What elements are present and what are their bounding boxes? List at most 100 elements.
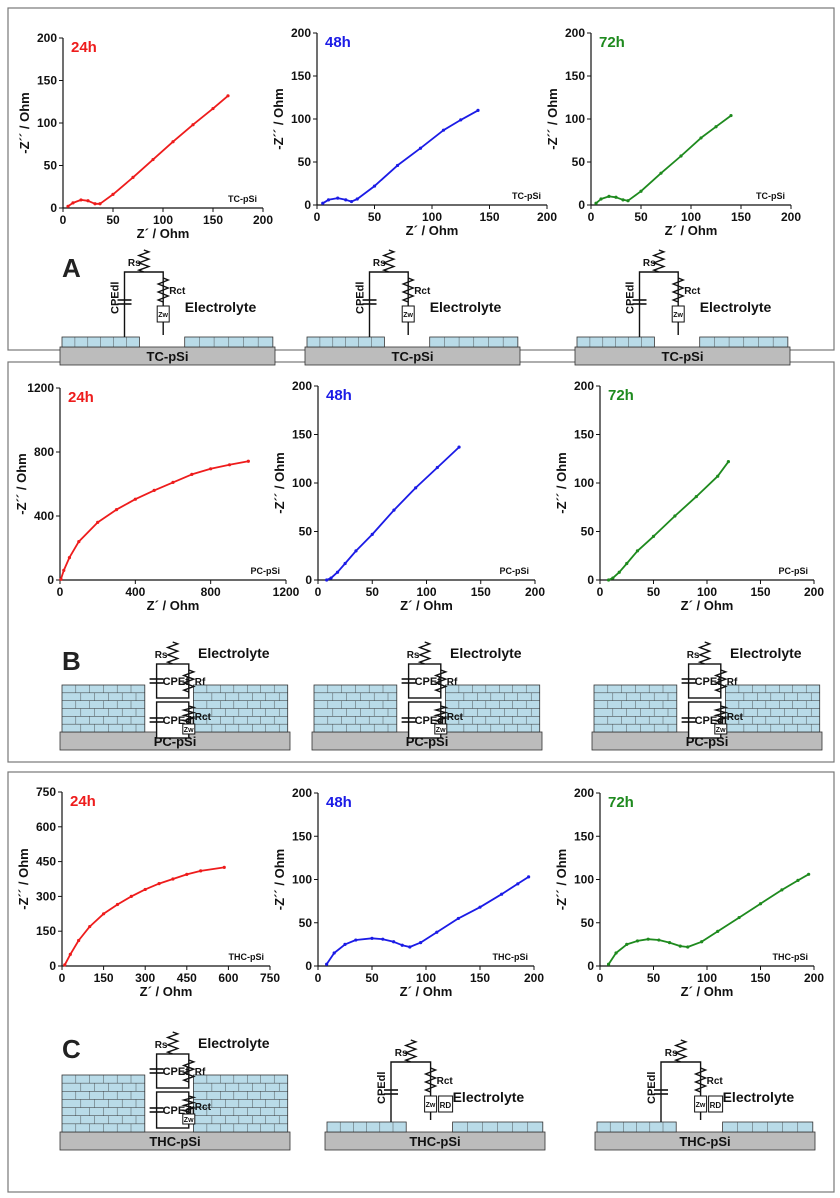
resistor-symbol — [417, 641, 432, 665]
silicon-substrate — [304, 346, 521, 366]
sample-label: PC-pSi — [250, 566, 280, 576]
resistor-symbol — [673, 1039, 688, 1063]
y-tick-label: 0 — [305, 573, 312, 587]
sample-label: THC-pSi — [493, 952, 529, 962]
data-point — [621, 198, 625, 202]
substrate-label: THC-pSi — [409, 1134, 460, 1149]
rct-label: Rct — [684, 286, 701, 297]
x-axis-title: Z´ / Ohm — [681, 598, 734, 613]
data-point — [381, 937, 385, 941]
data-point — [151, 157, 155, 162]
panel-label-c: C — [62, 1034, 81, 1064]
data-point — [171, 140, 175, 144]
x-axis-title: Z´ / Ohm — [147, 598, 200, 613]
x-tick-label: 100 — [422, 210, 442, 224]
data-point — [77, 540, 81, 544]
electrolyte-label: Electrolyte — [730, 645, 802, 661]
y-tick-label: 200 — [292, 786, 312, 800]
x-tick-label: 0 — [59, 971, 66, 985]
y-tick-label: 100 — [574, 873, 594, 887]
x-tick-label: 0 — [314, 210, 321, 224]
sample-label: THC-pSi — [229, 952, 265, 962]
data-point — [343, 942, 347, 946]
y-tick-label: 450 — [36, 855, 56, 869]
data-point — [625, 561, 629, 566]
data-point — [79, 198, 83, 202]
sample-label: TC-pSi — [756, 191, 785, 201]
data-point — [594, 201, 598, 205]
time-label: 48h — [326, 387, 352, 404]
electrolyte-label: Electrolyte — [185, 299, 257, 315]
x-tick-label: 150 — [750, 585, 770, 599]
resistor-symbol — [433, 669, 448, 693]
data-point — [400, 943, 404, 947]
x-axis-title: Z´ / Ohm — [400, 598, 453, 613]
x-tick-label: 200 — [253, 213, 273, 227]
x-tick-label: 100 — [416, 971, 436, 985]
data-point — [729, 113, 733, 118]
fit-line — [608, 461, 730, 581]
rct-label: Rct — [437, 1076, 454, 1087]
y-tick-label: 150 — [565, 69, 585, 83]
data-point — [326, 198, 331, 202]
y-tick-label: 150 — [574, 428, 594, 442]
data-point — [336, 196, 340, 200]
x-tick-label: 150 — [470, 971, 490, 985]
resistor-symbol — [181, 1095, 197, 1113]
zw-label: Zw — [158, 312, 168, 319]
y-tick-label: 200 — [291, 26, 311, 40]
resistor-symbol — [423, 1067, 438, 1093]
x-tick-label: 0 — [597, 971, 604, 985]
data-point — [190, 472, 194, 476]
data-point — [246, 459, 250, 463]
fit-line — [322, 109, 479, 205]
x-tick-label: 50 — [634, 210, 648, 224]
rs-label: Rs — [395, 1048, 408, 1059]
x-tick-label: 100 — [681, 210, 701, 224]
rd-label: RD — [710, 1101, 722, 1110]
data-point — [714, 125, 718, 129]
cpe-dl-label: CPEdl — [355, 282, 367, 314]
rct-label: Rct — [195, 1102, 212, 1113]
y-tick-label: 150 — [292, 428, 312, 442]
data-point — [325, 578, 329, 582]
x-tick-label: 0 — [315, 971, 322, 985]
rct-label: Rct — [195, 712, 212, 723]
data-point — [716, 929, 720, 934]
sample-label: TC-pSi — [512, 191, 541, 201]
resistor-symbol — [403, 1039, 418, 1063]
y-tick-label: 100 — [291, 112, 311, 126]
zw-box — [182, 723, 196, 735]
time-label: 24h — [68, 389, 94, 406]
x-tick-label: 300 — [135, 971, 155, 985]
y-tick-label: 50 — [581, 525, 595, 539]
data-point — [152, 488, 156, 492]
y-axis-title: -Z´´ / Ohm — [14, 453, 29, 514]
panel-c-frame — [7, 771, 835, 1193]
data-point — [349, 199, 354, 204]
electrolyte-label: Electrolyte — [723, 1089, 795, 1105]
rd-label: RD — [440, 1101, 452, 1110]
y-tick-label: 150 — [291, 69, 311, 83]
data-point — [700, 940, 704, 944]
x-tick-label: 50 — [368, 210, 382, 224]
data-point — [355, 197, 359, 201]
x-axis-title: Z´ / Ohm — [400, 984, 453, 999]
x-tick-label: 200 — [537, 210, 557, 224]
y-axis-title: -Z´´ / Ohm — [272, 849, 287, 910]
data-point — [435, 465, 439, 470]
y-tick-label: 0 — [305, 959, 312, 973]
data-point — [419, 941, 423, 945]
y-axis-title: -Z´´ / Ohm — [17, 92, 32, 153]
zw-box — [434, 723, 448, 735]
y-tick-label: 1200 — [27, 381, 54, 395]
time-label: 48h — [326, 794, 352, 811]
data-point — [651, 534, 656, 538]
x-tick-label: 150 — [94, 971, 114, 985]
x-tick-label: 50 — [647, 971, 661, 985]
data-point — [199, 869, 203, 873]
x-axis-title: Z´ / Ohm — [137, 226, 190, 241]
